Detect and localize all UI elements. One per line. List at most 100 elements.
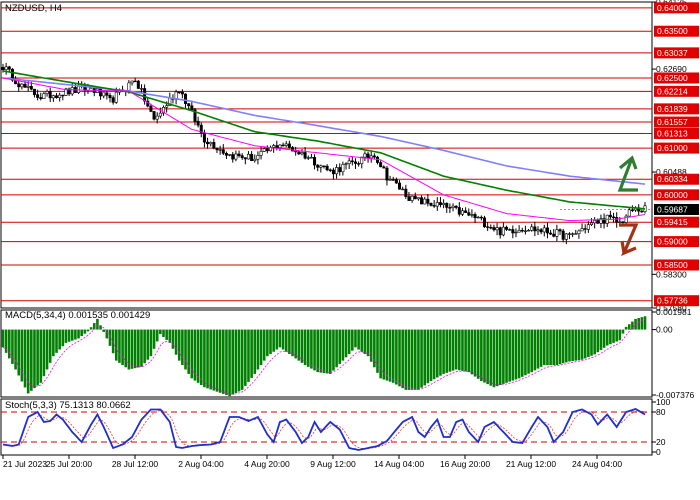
macd-bar — [470, 329, 474, 375]
candle — [423, 196, 427, 205]
time-tick-label: 4 Aug 20:00 — [244, 459, 290, 469]
macd-bar — [634, 318, 637, 330]
macd-bar — [357, 329, 360, 350]
current-price-badge — [654, 203, 699, 215]
macd-bar — [621, 329, 625, 334]
macd-signal-line — [2, 318, 646, 395]
macd-bar — [514, 329, 518, 380]
macd-bar — [86, 329, 90, 332]
macd-bar — [609, 329, 612, 345]
level-label: 0.62500 — [657, 73, 688, 83]
macd-bar — [209, 329, 213, 390]
macd-bar — [429, 329, 433, 382]
macd-bar — [524, 329, 527, 376]
macd-bar — [627, 324, 631, 330]
macd-bar — [275, 329, 279, 350]
candle — [344, 162, 348, 170]
macd-bar — [555, 329, 559, 366]
candle — [586, 221, 590, 233]
macd-bar — [215, 329, 219, 392]
candle — [630, 205, 634, 213]
macd-bar — [253, 329, 257, 374]
macd-bar — [269, 329, 272, 354]
candle — [237, 150, 241, 158]
candle — [158, 107, 162, 119]
candle — [228, 154, 232, 157]
candle — [385, 165, 389, 186]
macd-bar — [130, 329, 134, 369]
candle — [479, 215, 483, 221]
candle — [206, 137, 210, 149]
level-badge — [654, 236, 699, 248]
candle — [187, 103, 191, 110]
candle — [599, 214, 603, 229]
macd-bar — [448, 329, 452, 372]
candle — [545, 222, 549, 239]
candle — [45, 89, 49, 97]
level-label: 0.59415 — [657, 217, 688, 227]
level-badge — [654, 189, 699, 201]
macd-panel-frame — [0, 309, 653, 398]
candle — [567, 232, 571, 240]
candle — [564, 232, 568, 245]
macd-bar — [495, 329, 499, 387]
axes: 0.641250.626900.604880.583000.575800.640… — [2, 0, 699, 469]
macd-bar — [218, 329, 222, 393]
candle — [300, 149, 304, 156]
candle — [231, 152, 235, 163]
price-chart-panel[interactable] — [1, 7, 652, 302]
macd-panel[interactable] — [1, 316, 647, 397]
macd-bar — [539, 329, 543, 367]
candle — [199, 122, 203, 138]
macd-bar — [347, 329, 351, 354]
candle — [162, 105, 166, 116]
candle — [306, 155, 310, 160]
level-label: 0.60334 — [657, 174, 688, 184]
macd-bar — [193, 329, 197, 381]
macd-bar — [1, 329, 5, 348]
macd-bar — [42, 329, 46, 377]
macd-bar — [102, 329, 106, 332]
macd-bar — [143, 329, 146, 364]
candle — [473, 212, 477, 224]
signal-arrows — [617, 155, 639, 256]
macd-bar — [341, 329, 345, 361]
level-label: 0.57736 — [657, 296, 688, 306]
candle — [589, 218, 593, 227]
candle — [23, 80, 27, 88]
macd-bar — [133, 329, 137, 369]
candle — [533, 221, 537, 237]
macd-bar — [36, 329, 39, 386]
candle — [58, 92, 62, 102]
time-tick-label: 16 Aug 20:00 — [440, 459, 490, 469]
candle — [177, 91, 181, 94]
level-badge — [654, 127, 699, 139]
stochastic-panel[interactable] — [1, 408, 652, 451]
macd-bar — [486, 329, 489, 385]
candle — [67, 87, 71, 97]
candle — [4, 62, 8, 75]
candle — [54, 93, 58, 99]
candle — [593, 217, 597, 229]
candle — [511, 225, 515, 239]
candle — [404, 184, 408, 199]
macd-bar — [325, 329, 329, 374]
macd-bar — [322, 329, 326, 374]
macd-bar — [247, 329, 250, 382]
macd-bar — [354, 329, 357, 348]
candle — [442, 199, 446, 209]
macd-bar — [401, 329, 404, 389]
macd-bar — [284, 329, 288, 352]
candle — [379, 160, 383, 168]
macd-bar — [461, 329, 464, 371]
macd-bar — [577, 329, 581, 361]
macd-bar — [83, 329, 87, 334]
candle — [250, 151, 254, 162]
macd-bar — [568, 329, 571, 362]
macd-bar — [373, 329, 376, 368]
level-label: 0.64000 — [657, 3, 688, 13]
macd-bar — [67, 329, 71, 342]
stoch-tick-label: 80 — [656, 407, 666, 417]
candle — [470, 209, 474, 218]
level-label: 0.61557 — [657, 117, 688, 127]
